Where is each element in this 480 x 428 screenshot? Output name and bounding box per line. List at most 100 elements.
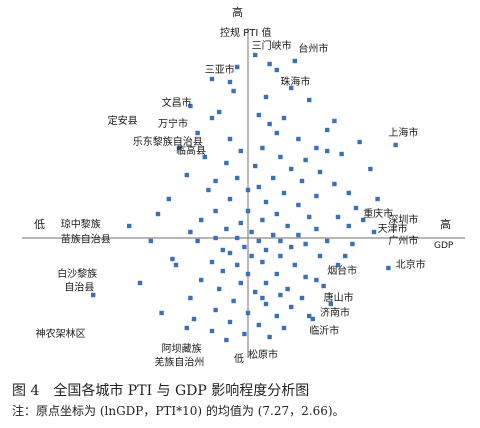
data-point — [213, 208, 218, 214]
city-label: 白沙黎族 — [57, 267, 97, 280]
city-label: 临沂市 — [309, 324, 339, 337]
data-point — [296, 136, 301, 142]
data-point — [361, 217, 366, 223]
data-point — [289, 85, 294, 91]
data-point — [213, 178, 218, 184]
data-point — [317, 253, 323, 259]
data-point — [231, 298, 236, 304]
data-point — [209, 76, 215, 82]
data-point — [278, 253, 283, 259]
data-point — [231, 88, 236, 94]
data-point — [325, 148, 330, 154]
data-point — [307, 97, 312, 103]
data-point — [289, 244, 294, 250]
data-point — [335, 214, 341, 220]
data-point — [195, 238, 200, 244]
data-point — [332, 118, 337, 124]
data-point — [242, 244, 247, 250]
data-point — [263, 301, 269, 307]
data-point — [303, 157, 308, 163]
data-point — [224, 226, 229, 232]
data-point — [188, 229, 193, 235]
x-axis-title: GDP — [434, 241, 454, 251]
city-label: 济南市 — [320, 306, 350, 319]
city-label: 羌族自治州 — [154, 356, 204, 369]
city-label: 琼中黎族 — [61, 218, 101, 231]
city-label: 台州市 — [298, 42, 328, 55]
city-label: 三亚市 — [205, 63, 235, 76]
city-label: 松原市 — [248, 348, 278, 361]
data-point — [245, 310, 251, 316]
data-point — [238, 148, 243, 154]
data-point — [274, 67, 279, 73]
data-point — [317, 169, 323, 175]
city-label: 烟台市 — [327, 264, 357, 277]
data-point — [281, 325, 287, 331]
data-point — [325, 127, 330, 133]
data-point — [314, 193, 319, 199]
y-low-label: 低 — [234, 352, 244, 365]
data-point — [235, 175, 240, 181]
data-point — [328, 301, 333, 307]
data-point — [260, 217, 265, 223]
data-point — [173, 262, 179, 268]
data-point — [256, 238, 261, 244]
data-point — [350, 241, 355, 247]
data-point — [199, 217, 204, 223]
data-point — [191, 316, 197, 322]
city-label: 神农架林区 — [36, 327, 86, 340]
y-axis-title: 控规 PTI 值 — [220, 26, 271, 39]
data-point — [307, 214, 312, 220]
city-label: 定安县 — [108, 114, 138, 127]
data-point — [170, 256, 175, 262]
data-point — [227, 250, 233, 256]
data-point — [177, 145, 182, 151]
data-point — [314, 226, 319, 232]
data-point — [260, 145, 265, 151]
data-point — [274, 313, 279, 319]
data-point — [353, 205, 359, 211]
data-point — [209, 328, 215, 334]
data-point — [271, 232, 276, 238]
city-label: 文昌市 — [162, 96, 192, 109]
data-point — [235, 262, 240, 268]
city-label: 北京市 — [396, 258, 426, 271]
data-point — [292, 58, 297, 64]
city-label: 万宁市 — [158, 117, 188, 130]
data-point — [242, 331, 247, 337]
y-high-label: 高 — [232, 5, 243, 19]
data-point — [238, 220, 243, 226]
data-point — [235, 235, 240, 241]
data-point — [357, 139, 362, 145]
city-label: 乐东黎族自治县 — [133, 135, 203, 148]
city-label: 苗族自治县 — [61, 233, 111, 246]
data-point — [213, 307, 218, 313]
data-point — [314, 277, 319, 283]
data-point — [314, 145, 319, 151]
data-point — [303, 241, 308, 247]
city-label: 阿坝藏族 — [162, 342, 202, 355]
data-point — [393, 142, 398, 148]
data-point — [224, 337, 229, 343]
data-point — [274, 271, 279, 277]
data-point — [253, 163, 258, 169]
data-point — [289, 304, 294, 310]
data-point — [368, 166, 373, 172]
data-point — [245, 187, 251, 193]
city-label: 自治县 — [64, 281, 94, 294]
city-label: 天津市 — [378, 222, 408, 235]
data-point — [137, 280, 143, 286]
data-point — [217, 109, 222, 115]
data-point — [278, 238, 283, 244]
city-label: 三门峡市 — [252, 39, 292, 52]
data-point — [263, 199, 269, 205]
data-point — [371, 229, 377, 235]
data-point — [256, 112, 261, 118]
data-point — [184, 325, 189, 331]
data-point — [325, 238, 330, 244]
data-point — [281, 190, 287, 196]
data-point — [267, 61, 272, 67]
data-point — [220, 268, 225, 274]
data-point — [307, 313, 312, 319]
